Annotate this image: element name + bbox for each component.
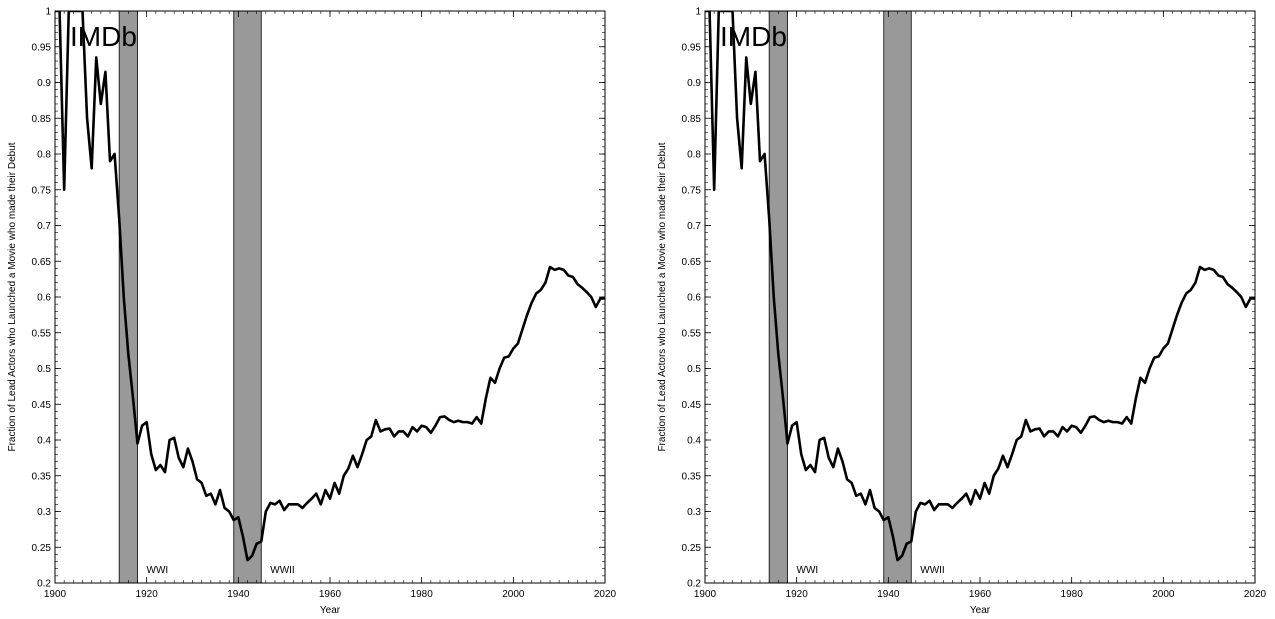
y-tick-label: 0.6 — [37, 293, 51, 304]
shaded-region-wwi — [118, 10, 138, 584]
y-tick-label: 0.65 — [682, 257, 702, 268]
y-tick-label: 0.5 — [37, 364, 51, 375]
annotation-wwi: WWI — [797, 565, 819, 576]
y-tick-label: 0.65 — [32, 257, 52, 268]
x-tick-label: 1980 — [1061, 589, 1084, 600]
imdb-watermark: IMDb — [720, 21, 787, 52]
shaded-region-wwii — [883, 10, 912, 584]
chart-panel-2: WWI WWII 1900 1920 1940 1960 1980 2000 2020 0.2 0.… — [657, 7, 1267, 617]
shaded-region-wwii — [233, 10, 262, 584]
x-axis-label: Year — [970, 605, 991, 616]
y-tick-label: 1 — [45, 7, 51, 18]
y-tick-label: 0.55 — [32, 328, 52, 339]
y-tick-label: 0.75 — [682, 185, 702, 196]
y-tick-label: 0.45 — [682, 400, 702, 411]
y-tick-label: 0.85 — [32, 114, 52, 125]
x-axis-label: Year — [320, 605, 341, 616]
x-tick-label: 1960 — [319, 589, 342, 600]
y-tick-label: 0.5 — [687, 364, 701, 375]
y-tick-label: 0.25 — [682, 543, 702, 554]
y-tick-label: 0.75 — [32, 185, 52, 196]
y-tick-label: 0.35 — [32, 471, 52, 482]
y-tick-label: 0.9 — [37, 78, 51, 89]
shaded-region-wwi — [768, 10, 788, 584]
x-tick-label: 1940 — [227, 589, 250, 600]
y-tick-label: 0.7 — [37, 221, 51, 232]
y-tick-label: 0.4 — [687, 436, 701, 447]
x-tick-label: 1920 — [786, 589, 809, 600]
x-tick-label: 1940 — [877, 589, 900, 600]
y-tick-label: 0.55 — [682, 328, 702, 339]
y-tick-label: 0.45 — [32, 400, 52, 411]
series-line-1 — [55, 11, 605, 562]
y-tick-label: 0.3 — [37, 507, 51, 518]
annotation-wwi: WWI — [147, 565, 169, 576]
series-line-1 — [705, 11, 1255, 562]
x-tick-label: 1900 — [44, 589, 67, 600]
imdb-watermark: IMDb — [70, 21, 137, 52]
y-tick-label: 0.35 — [682, 471, 702, 482]
plot-frame — [54, 10, 606, 584]
x-tick-label: 2000 — [1152, 589, 1175, 600]
y-axis-label: Fraction of Lead Actors who Launched a M… — [657, 142, 668, 451]
x-tick-label: 2000 — [502, 589, 525, 600]
plot-frame — [704, 10, 1256, 584]
y-tick-label: 0.6 — [687, 293, 701, 304]
annotation-wwii: WWII — [920, 565, 944, 576]
y-tick-label: 0.25 — [32, 543, 52, 554]
x-tick-label: 1960 — [969, 589, 992, 600]
x-tick-label: 1920 — [136, 589, 159, 600]
y-tick-label: 0.8 — [687, 150, 701, 161]
y-tick-label: 0.9 — [687, 78, 701, 89]
y-tick-label: 0.2 — [37, 579, 51, 590]
y-tick-label: 0.8 — [37, 150, 51, 161]
y-tick-label: 0.2 — [687, 579, 701, 590]
y-tick-label: 0.3 — [687, 507, 701, 518]
y-tick-label: 0.85 — [682, 114, 702, 125]
y-tick-label: 0.7 — [687, 221, 701, 232]
x-tick-label: 1980 — [411, 589, 434, 600]
x-tick-label: 2020 — [594, 589, 617, 600]
y-tick-label: 0.4 — [37, 436, 51, 447]
x-tick-label: 2020 — [1244, 589, 1267, 600]
y-tick-label: 0.95 — [32, 42, 52, 53]
y-axis-label: Fraction of Lead Actors who Launched a M… — [7, 142, 18, 451]
chart-panel-1: WWI WWII 1900 1920 1940 1960 1980 2000 2020 0.2 0.… — [7, 7, 617, 617]
x-tick-label: 1900 — [694, 589, 717, 600]
y-tick-label: 1 — [695, 7, 701, 18]
annotation-wwii: WWII — [270, 565, 294, 576]
y-tick-label: 0.95 — [682, 42, 702, 53]
